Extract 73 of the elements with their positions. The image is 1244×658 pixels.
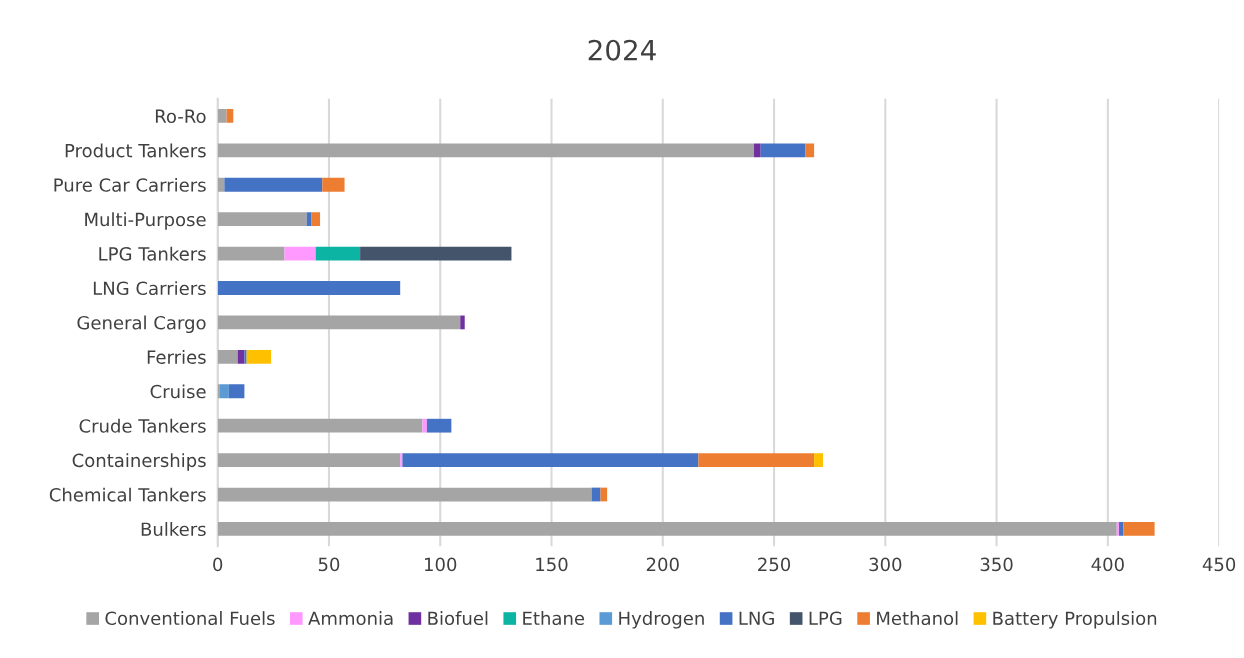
x-tick-label: 450 bbox=[1202, 557, 1236, 572]
bar bbox=[814, 453, 823, 467]
legend-label: LPG bbox=[809, 611, 842, 626]
bar bbox=[422, 418, 427, 433]
bar bbox=[600, 487, 608, 502]
bar bbox=[322, 177, 345, 192]
bar bbox=[460, 315, 465, 330]
y-tick-label: Chemical Tankers bbox=[49, 487, 206, 502]
bar bbox=[217, 522, 1117, 536]
y-tick-label: Cruise bbox=[150, 384, 206, 399]
bar bbox=[237, 349, 245, 364]
y-tick-label: General Cargo bbox=[77, 315, 206, 334]
y-tick-label: Containerships bbox=[72, 453, 206, 471]
bar bbox=[219, 384, 229, 399]
bar bbox=[754, 143, 761, 158]
x-tick-label: 400 bbox=[1091, 557, 1124, 572]
bar bbox=[228, 384, 245, 399]
legend-label: Ammonia bbox=[308, 611, 393, 626]
x-tick-label: 300 bbox=[869, 557, 902, 572]
bar bbox=[311, 212, 321, 227]
y-tick-label: Bulkers bbox=[141, 522, 206, 537]
bar bbox=[805, 143, 815, 158]
bar bbox=[217, 212, 307, 227]
bar bbox=[400, 453, 403, 467]
bar bbox=[284, 246, 316, 261]
y-tick-label: Ro-Ro bbox=[155, 109, 206, 124]
x-tick-label: 0 bbox=[213, 557, 223, 572]
bar bbox=[217, 177, 225, 192]
bar bbox=[217, 315, 461, 330]
bar bbox=[306, 212, 312, 227]
bar bbox=[217, 487, 592, 502]
y-tick-label: LNG Carriers bbox=[93, 281, 206, 296]
legend-label: Methanol bbox=[877, 611, 958, 626]
bar bbox=[402, 453, 699, 467]
bar bbox=[217, 349, 238, 364]
legend-label: Conventional Fuels bbox=[105, 611, 275, 626]
legend-label: Battery Propulsion bbox=[993, 611, 1157, 629]
chart-title: 2024 bbox=[588, 39, 656, 61]
bar bbox=[217, 453, 401, 467]
x-tick-label: 200 bbox=[646, 557, 679, 572]
y-tick-label: Crude Tankers bbox=[79, 418, 206, 433]
bar bbox=[1123, 522, 1155, 536]
bar bbox=[217, 281, 401, 295]
bar bbox=[217, 418, 423, 433]
bar bbox=[244, 349, 247, 364]
y-tick-label: Ferries bbox=[147, 349, 206, 364]
bar bbox=[698, 453, 815, 467]
bar bbox=[1116, 522, 1119, 536]
bar bbox=[224, 177, 323, 192]
y-tick-label: Product Tankers bbox=[65, 143, 206, 158]
legend-label: Biofuel bbox=[428, 611, 488, 626]
bar bbox=[426, 418, 452, 433]
bar bbox=[226, 109, 234, 123]
y-tick-label: LPG Tankers bbox=[99, 246, 206, 261]
x-tick-label: 100 bbox=[424, 557, 457, 572]
x-tick-label: 250 bbox=[758, 557, 791, 572]
legend-label: Ethane bbox=[523, 611, 585, 626]
bar bbox=[217, 246, 285, 261]
bar bbox=[217, 143, 755, 158]
y-tick-label: Pure Car Carriers bbox=[54, 177, 206, 192]
bar bbox=[1118, 522, 1124, 536]
bar bbox=[315, 246, 361, 261]
legend-label: Hydrogen bbox=[619, 611, 704, 629]
x-tick-label: 50 bbox=[318, 557, 340, 572]
bar bbox=[760, 143, 806, 158]
bar bbox=[246, 349, 272, 364]
x-tick-label: 150 bbox=[536, 557, 568, 572]
bar bbox=[217, 109, 227, 123]
y-tick-label: Multi-Purpose bbox=[85, 212, 206, 230]
bar bbox=[360, 246, 512, 261]
legend-label: LNG bbox=[739, 611, 774, 626]
x-tick-label: 350 bbox=[980, 557, 1013, 572]
bar bbox=[217, 384, 220, 399]
